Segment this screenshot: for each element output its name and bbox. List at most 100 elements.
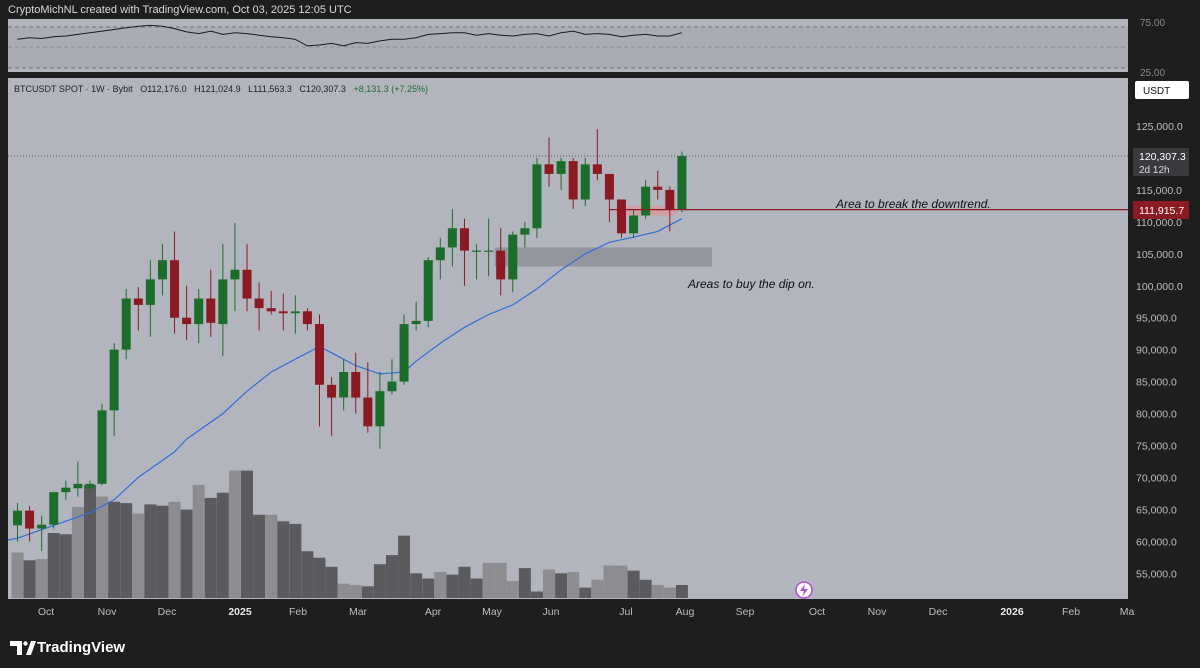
volume-bar [96,496,109,598]
annotation-dip: Areas to buy the dip on. [687,277,815,291]
candle-body [230,269,240,280]
volume-bar [277,521,290,598]
candle-body [604,173,614,200]
price-tick: 115,000.0 [1136,185,1182,197]
candle-down [302,308,312,331]
time-tick: Apr [425,606,442,618]
candle-body [157,260,167,280]
rsi-line [17,24,683,47]
time-tick: 2025 [228,606,252,618]
volume-bar [337,583,350,598]
candle-up [532,157,542,238]
footer-brand: TradingView [37,639,125,656]
ohlc-low: L111,563.3 [248,84,292,94]
candle-down [266,290,276,315]
candle-body [73,483,83,489]
volume-bar [385,555,398,598]
lightning-icon[interactable] [795,581,813,599]
level-price: 111,915.7 [1139,205,1184,217]
symbol-legend[interactable]: BTCUSDT SPOT · 1W · Bybit O112,176.0 H12… [14,84,428,94]
volume-bar [253,514,266,598]
candle-down [315,314,324,427]
volume-bar [518,568,531,598]
candle-up [447,209,457,267]
volume-bar [11,552,24,598]
time-tick: Mar [349,606,368,618]
volume-bar [482,562,495,598]
time-tick: Aug [676,606,695,618]
volume-bar [108,501,121,598]
footer: TradingView [0,625,1200,668]
volume-bar [398,535,411,598]
tradingview-logo[interactable] [10,641,36,655]
candle-body [375,391,385,427]
volume-bar [23,560,36,598]
candle-up [435,237,445,280]
candle-body [25,510,35,529]
candle-down [254,282,264,331]
candle-body [568,161,578,200]
price-tick: 90,000.0 [1136,345,1177,357]
volume-bar [506,581,519,598]
candle-down [351,352,361,414]
volume-bar [71,507,84,598]
candle-up [109,343,119,436]
candle-up [61,480,71,500]
rsi-axis [1128,19,1200,72]
candle-body [206,298,216,323]
time-axis[interactable]: Oct Nov Dec 2025 Feb Mar Apr May Jun Jul Aug Sep Oct… [0,599,1200,625]
volume-bar [228,470,241,598]
volume-bar [494,562,507,598]
candle-up [218,244,228,357]
volume-bar [59,534,72,598]
candle-body [677,155,687,210]
time-tick: Oct [809,606,825,618]
candle-down [653,170,663,200]
candle-body [580,164,590,200]
candle-up [423,256,433,328]
volume-bar [132,513,145,598]
candle-body [459,228,469,251]
candle-up [290,295,300,334]
candle-body [218,279,228,325]
currency-button[interactable]: USDT [1135,81,1189,99]
candle-countdown: 2d 12h [1139,165,1170,176]
symbol-name: BTCUSDT SPOT · 1W · Bybit [14,84,133,94]
candle-body [617,199,626,234]
candle-body [145,279,155,305]
candle-up [145,260,155,337]
volume-bar [47,533,60,598]
candle-body [351,372,361,398]
candle-body [37,524,47,529]
header-credit: CryptoMichNL created with TradingView.co… [8,4,352,16]
volume-bar [434,572,447,598]
price-tick: 55,000.0 [1136,568,1177,580]
candle-body [278,311,288,314]
current-price-tag: 120,307.3 2d 12h [1133,148,1189,176]
time-tick: Sep [736,606,755,618]
currency-label: USDT [1143,86,1170,97]
candle-body [653,186,663,190]
volume-bar [555,573,568,598]
candle-body [484,250,494,252]
candle-down [592,129,602,181]
volume-bar [410,573,423,598]
price-tick: 70,000.0 [1136,472,1177,484]
candle-body [242,269,252,299]
candle-down [568,157,578,210]
candle-body [13,510,22,526]
candle-up [194,288,204,344]
candle-down [327,377,337,436]
candle-layer [13,129,687,551]
candle-up [677,151,687,213]
candle-body [61,487,71,493]
volume-bar [579,587,592,598]
candle-body [315,324,324,385]
candle-up [520,221,530,248]
candle-up [230,223,240,312]
time-tick: Jul [619,606,632,618]
time-tick: Nov [868,606,887,618]
candle-up [472,244,482,280]
time-tick: Feb [289,606,307,618]
